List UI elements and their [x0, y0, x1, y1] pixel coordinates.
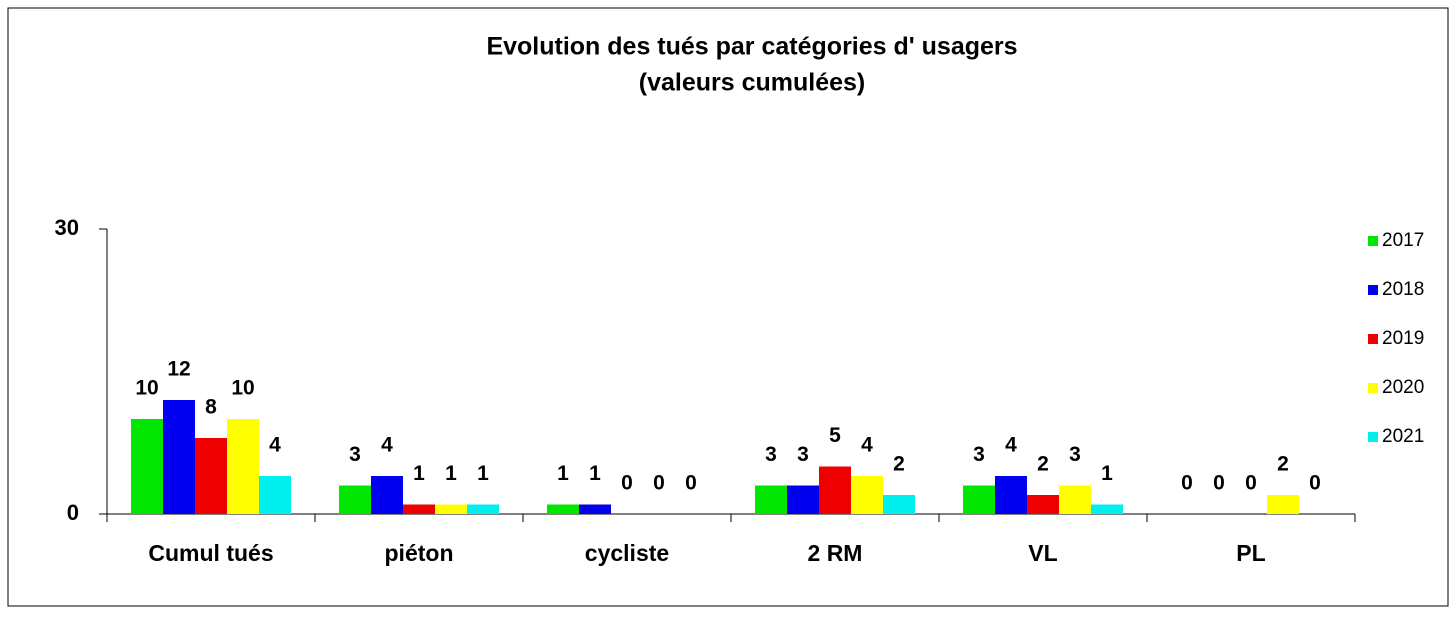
- data-label: 2: [893, 453, 905, 476]
- bar: [259, 476, 291, 514]
- legend-label: 2017: [1382, 230, 1424, 251]
- bar: [1027, 495, 1059, 514]
- bar: [883, 495, 915, 514]
- x-tick-label: VL: [1028, 540, 1057, 566]
- data-label: 5: [829, 424, 841, 447]
- data-label: 0: [1213, 472, 1225, 495]
- data-label: 3: [349, 443, 361, 466]
- x-tick-label: Cumul tués: [148, 540, 273, 566]
- bar: [1059, 485, 1091, 514]
- bar: [963, 485, 995, 514]
- bar: [131, 419, 163, 514]
- data-label: 2: [1037, 453, 1049, 476]
- y-tick-label: 30: [55, 215, 79, 240]
- data-label: 12: [167, 358, 190, 381]
- data-label: 10: [135, 377, 158, 400]
- data-label: 0: [685, 472, 697, 495]
- y-tick-label: 0: [67, 500, 79, 525]
- legend-swatch: [1368, 334, 1378, 344]
- legend-label: 2020: [1382, 377, 1424, 398]
- chart-border: [7, 7, 1449, 607]
- bar: [195, 438, 227, 514]
- bar: [1091, 504, 1123, 514]
- bar: [579, 504, 611, 514]
- bar: [1267, 495, 1299, 514]
- data-label: 3: [765, 443, 777, 466]
- x-tick-label: PL: [1236, 540, 1265, 566]
- data-label: 1: [1101, 462, 1113, 485]
- data-label: 0: [1245, 472, 1257, 495]
- bar: [787, 485, 819, 514]
- data-label: 1: [557, 462, 569, 485]
- bar: [755, 485, 787, 514]
- bar: [371, 476, 403, 514]
- data-label: 0: [1309, 472, 1321, 495]
- x-tick-label: cycliste: [585, 540, 669, 566]
- data-label: 10: [231, 377, 254, 400]
- bar: [467, 504, 499, 514]
- bar: [227, 419, 259, 514]
- bar: [403, 504, 435, 514]
- bar: [995, 476, 1027, 514]
- x-tick-label: 2 RM: [808, 540, 863, 566]
- data-label: 2: [1277, 453, 1289, 476]
- bar: [163, 400, 195, 514]
- data-label: 8: [205, 396, 217, 419]
- chart-title: (valeurs cumulées): [639, 69, 866, 97]
- data-label: 1: [413, 462, 425, 485]
- data-label: 3: [973, 443, 985, 466]
- x-tick-label: piéton: [385, 540, 454, 566]
- legend-swatch: [1368, 285, 1378, 295]
- bar: [851, 476, 883, 514]
- data-label: 4: [861, 434, 873, 457]
- bar: [435, 504, 467, 514]
- data-label: 0: [653, 472, 665, 495]
- data-label: 4: [269, 434, 281, 457]
- data-label: 4: [1005, 434, 1017, 457]
- data-label: 1: [445, 462, 457, 485]
- legend-label: 2018: [1382, 279, 1424, 300]
- legend-swatch: [1368, 236, 1378, 246]
- bar: [819, 466, 851, 514]
- legend-swatch: [1368, 432, 1378, 442]
- data-label: 1: [589, 462, 601, 485]
- legend-label: 2019: [1382, 328, 1424, 349]
- data-label: 3: [797, 443, 809, 466]
- legend-label: 2021: [1382, 426, 1424, 447]
- bar: [339, 485, 371, 514]
- data-label: 1: [477, 462, 489, 485]
- legend-swatch: [1368, 383, 1378, 393]
- data-label: 3: [1069, 443, 1081, 466]
- bar: [547, 504, 579, 514]
- chart-title: Evolution des tués par catégories d' usa…: [486, 33, 1017, 61]
- data-label: 4: [381, 434, 393, 457]
- data-label: 0: [621, 472, 633, 495]
- data-label: 0: [1181, 472, 1193, 495]
